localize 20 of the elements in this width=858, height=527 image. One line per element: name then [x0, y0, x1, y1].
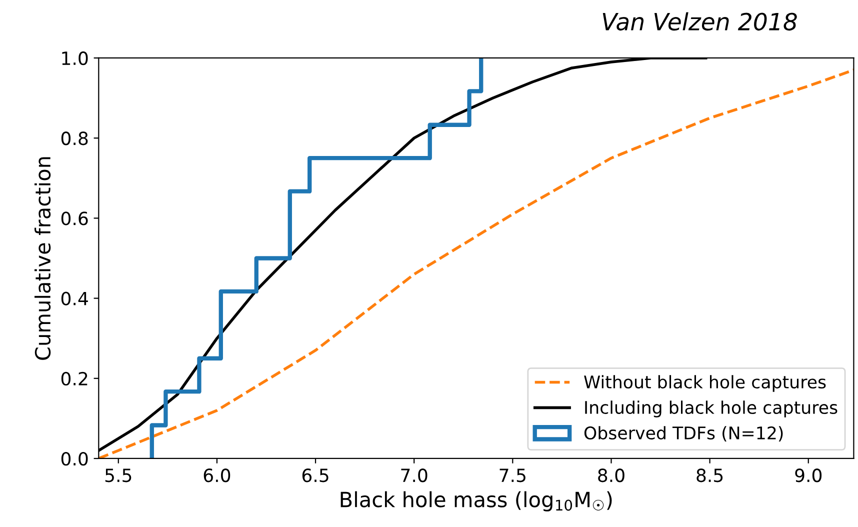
x-tick-label: 5.5: [105, 468, 132, 482]
x-tick-label: 7.5: [500, 468, 526, 482]
y-axis-title: Cumulative fraction: [34, 157, 51, 360]
text: Van Velzen 2018: [602, 12, 797, 31]
x-tick-label: 7.0: [401, 468, 428, 482]
x-tick-label: 8.0: [598, 468, 624, 482]
y-tick-label: 0.8: [61, 132, 88, 146]
x-tick-label: 6.0: [204, 468, 230, 482]
x-tick-label: 6.5: [302, 468, 328, 482]
y-tick-label: 0.6: [61, 212, 88, 226]
y-tick-label: 0.4: [61, 292, 88, 306]
x-tick-label: 8.5: [696, 468, 723, 482]
x-axis-title: Black hole mass (log$_{10}$M$_{☉}$): [340, 491, 612, 512]
x-tick-label: 9.0: [795, 468, 822, 482]
y-tick-label: 1.0: [62, 51, 88, 66]
legend-label: Observed TDFs (N=12): [584, 426, 783, 442]
y-tick-label: 0.2: [61, 372, 88, 386]
legend-label: Without black hole captures: [584, 375, 826, 392]
y-tick-label: 0.0: [61, 452, 88, 466]
legend-label: Including black hole captures: [585, 400, 838, 418]
